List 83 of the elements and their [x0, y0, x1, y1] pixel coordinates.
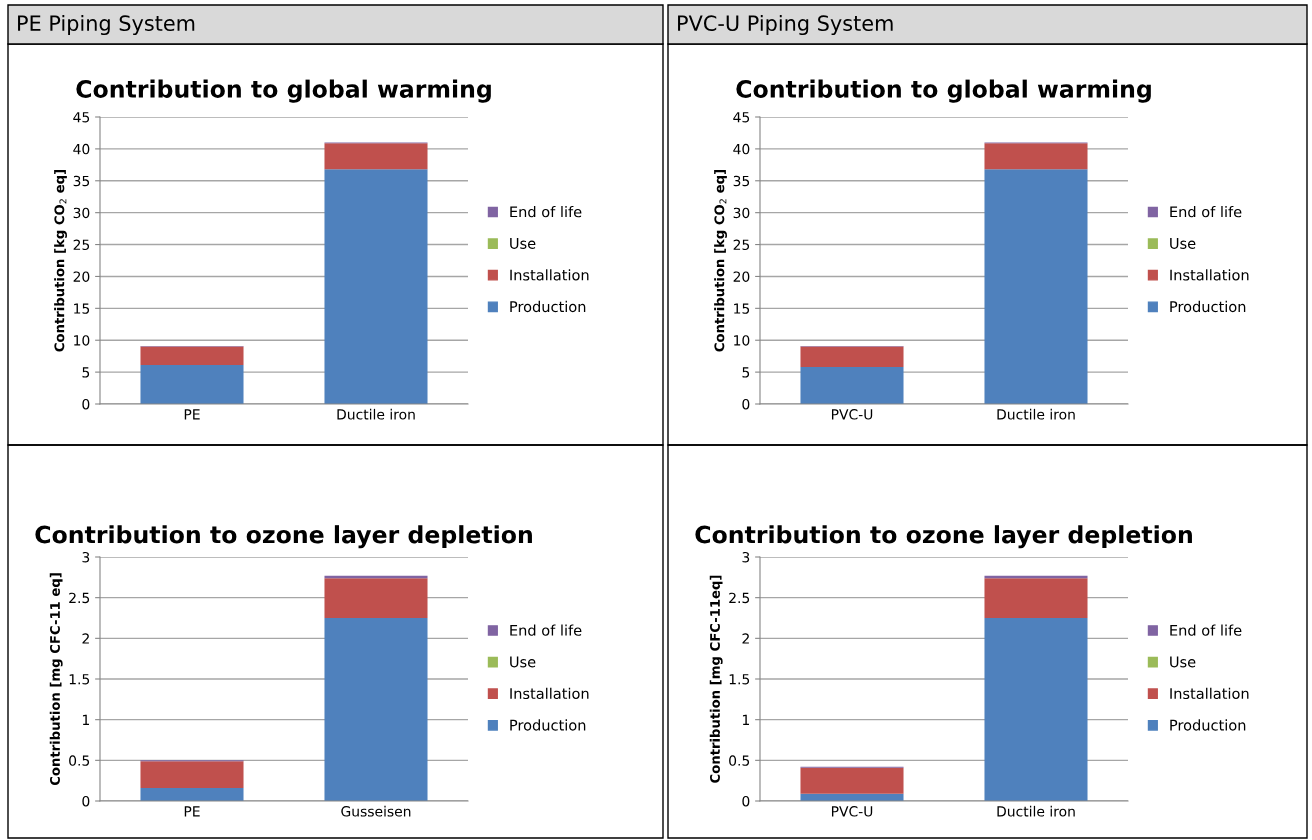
- y-tick-label: 5: [742, 367, 750, 378]
- y-axis-title: Contribution [kg CO$_{2}$ eq]: [54, 170, 67, 352]
- bar: [800, 367, 904, 404]
- legend-label: End of life: [510, 206, 582, 218]
- legend-label: Installation: [1170, 269, 1249, 281]
- legend-label: Use: [1170, 238, 1196, 249]
- bar: [984, 618, 1088, 801]
- legend-label: Production: [510, 300, 586, 313]
- y-tick-label: 0: [742, 795, 750, 807]
- y-tick-label: 3: [82, 551, 90, 563]
- bar: [800, 346, 904, 368]
- y-tick-label: 2: [82, 633, 89, 644]
- text: PE Piping System: [18, 14, 195, 36]
- x-tick-label: Gusseisen: [341, 805, 411, 817]
- chart-title: Contribution to ozone layer depletion: [35, 525, 532, 549]
- bar: [324, 169, 428, 404]
- legend-label: Use: [1170, 656, 1196, 668]
- chart-title: Contribution to global warming: [736, 79, 1151, 103]
- y-axis-title: Contribution [mg CFC-11 eq]: [49, 573, 63, 786]
- bar: [324, 578, 428, 618]
- y-tick-label: 15: [734, 303, 750, 314]
- legend-label: Installation: [1170, 687, 1249, 700]
- y-tick-label: 1: [742, 714, 749, 725]
- legend-label: Installation: [510, 269, 589, 281]
- x-tick-label: Ductile iron: [997, 805, 1075, 817]
- x-tick-label: Ductile iron: [997, 408, 1075, 420]
- bar: [140, 787, 244, 801]
- bar: [984, 169, 1088, 404]
- bar: [324, 618, 428, 801]
- y-tick-label: 0.5: [729, 755, 750, 766]
- y-tick-label: 5: [82, 367, 90, 378]
- y-tick-label: 25: [733, 239, 750, 251]
- y-tick-label: 45: [73, 112, 90, 123]
- y-tick-label: 10: [734, 335, 750, 346]
- y-tick-label: 2.5: [729, 592, 750, 604]
- bar: [324, 143, 428, 170]
- y-tick-label: 40: [73, 143, 90, 155]
- y-tick-label: 0: [82, 398, 90, 410]
- legend-label: End of life: [1170, 624, 1242, 636]
- y-tick-label: 35: [73, 175, 90, 187]
- y-tick-label: 45: [733, 112, 750, 123]
- x-tick-label: Ductile iron: [337, 408, 415, 420]
- bar: [984, 143, 1088, 170]
- y-tick-label: 20: [73, 271, 90, 282]
- y-tick-label: 15: [74, 303, 90, 314]
- bar: [800, 767, 904, 794]
- y-tick-label: 30: [73, 207, 90, 219]
- y-tick-label: 40: [733, 143, 750, 155]
- y-tick-label: 2: [742, 633, 749, 644]
- x-tick-label: PE: [184, 409, 200, 420]
- y-tick-label: 35: [733, 175, 750, 187]
- x-tick-label: PVC-U: [831, 806, 873, 817]
- y-tick-label: 0: [82, 795, 90, 807]
- y-tick-label: 0.5: [69, 755, 90, 766]
- chart-title: Contribution to ozone layer depletion: [695, 525, 1192, 549]
- legend-label: Production: [1170, 300, 1246, 313]
- legend-label: Use: [510, 238, 536, 249]
- y-tick-label: 20: [733, 271, 750, 282]
- y-tick-label: 0: [742, 398, 750, 410]
- bar: [984, 578, 1088, 618]
- y-tick-label: 25: [73, 239, 90, 251]
- chart-title: Contribution to global warming: [76, 79, 491, 103]
- y-axis-title: Contribution [kg CO$_{2}$ eq]: [714, 170, 727, 352]
- text: PVC-U Piping System: [678, 14, 893, 36]
- legend-label: Production: [1170, 719, 1246, 731]
- legend-label: End of life: [1170, 206, 1242, 218]
- y-axis-title: Contribution [mg CFC-11eq]: [709, 575, 723, 783]
- x-tick-label: PVC-U: [831, 409, 873, 420]
- y-tick-label: 10: [74, 335, 90, 346]
- bar: [140, 761, 244, 788]
- legend-label: End of life: [510, 624, 582, 636]
- legend-label: Production: [510, 719, 586, 731]
- bar: [140, 346, 244, 366]
- y-tick-label: 1: [82, 714, 89, 725]
- y-tick-label: 2.5: [69, 592, 90, 604]
- x-tick-label: PE: [184, 806, 200, 817]
- y-tick-label: 1.5: [729, 674, 750, 685]
- bar: [140, 365, 244, 404]
- y-tick-label: 3: [742, 551, 750, 563]
- y-tick-label: 30: [733, 207, 750, 219]
- legend-label: Use: [510, 656, 536, 668]
- legend-label: Installation: [510, 687, 589, 700]
- y-tick-label: 1.5: [69, 674, 90, 685]
